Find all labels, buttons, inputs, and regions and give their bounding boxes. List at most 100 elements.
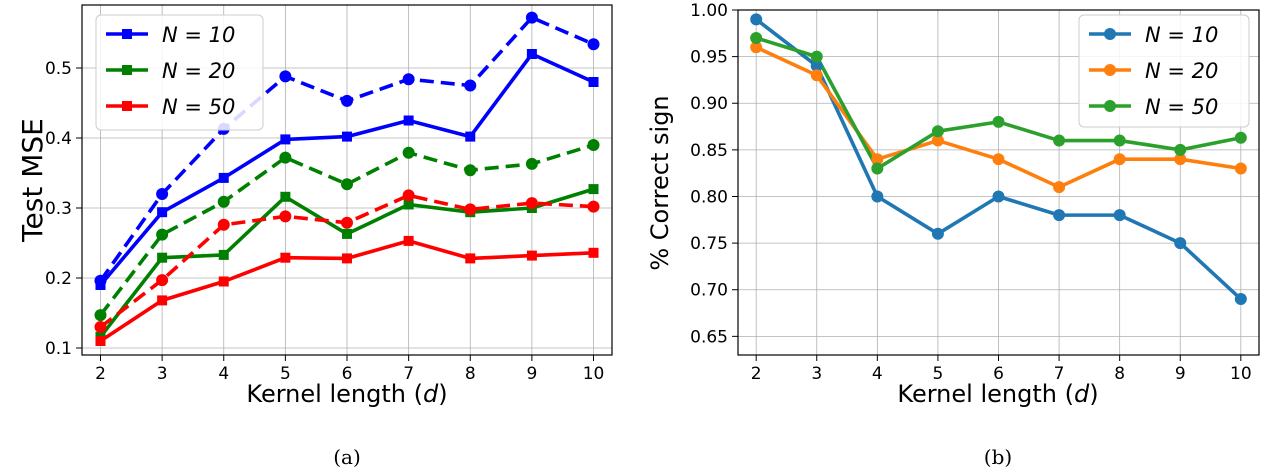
chart-b-point [992,190,1005,203]
chart-a-point [218,276,229,287]
chart-a-point [279,210,292,223]
chart-a-point [526,250,537,261]
chart-b-x-tick-label: 5 [933,364,944,384]
chart-a-caption: (a) [333,445,361,469]
chart-a-point [280,191,291,202]
chart-a-ticks: 2 3 4 5 6 7 8 9 10 0.1 0.2 0.3 0.4 0.5 [45,59,604,384]
chart-a-point [587,38,600,51]
chart-a-x-axis-label: Kernel length (d) [246,380,447,408]
chart-b-y-tick-label: 0.95 [690,48,728,68]
chart-b-point [931,125,944,138]
chart-b-point [1234,293,1247,306]
chart-a-legend: N = 10 N = 20 N = 50 [95,14,264,131]
chart-b-y-tick-label: 1.00 [690,1,728,21]
chart-b-x-tick-label: 2 [751,364,762,384]
chart-b-y-tick-label: 0.75 [690,234,728,254]
chart-b-x-tick-label: 8 [1114,364,1125,384]
chart-b-point [750,31,763,44]
chart-a-x-tick-label: 10 [583,364,605,384]
chart-b-y-tick-label: 0.65 [690,327,728,347]
chart-a-x-tick-label: 7 [403,364,414,384]
chart-a-legend-label: N = 50 [162,95,235,119]
chart-a-point [342,131,352,142]
chart-b-x-tick-label: 9 [1175,364,1186,384]
chart-a-y-axis-label: Test MSE [16,118,49,243]
chart-b-y-axis-label: % Correct sign [646,95,674,270]
chart-a-point [341,178,353,191]
chart-a-legend-marker [122,29,132,39]
chart-a-point [279,70,292,83]
chart-a-x-tick-label: 2 [95,364,106,384]
chart-b-ticks: 2 3 4 5 6 7 8 9 10 0.65 0.70 0.75 0.80 0.85 0.90 0.95 1.… [690,1,1252,384]
chart-a-point [588,77,599,87]
chart-b-x-tick-label: 4 [872,364,883,384]
chart-a-point [465,253,476,264]
chart-b-x-tick-label: 6 [993,364,1004,384]
chart-b-y-tick-label: 0.70 [690,281,728,301]
chart-b-y-tick-label: 0.90 [690,94,728,114]
chart-b-point [1174,143,1187,156]
chart-b-legend-label: N = 50 [1145,95,1218,119]
chart-a-legend-box [95,14,264,131]
chart-a-point [218,249,229,260]
chart-a-legend-label: N = 10 [162,23,235,47]
chart-a-point [588,247,599,258]
chart-a-point [157,252,168,263]
chart-a-point [342,253,352,264]
chart-b-legend: N = 10 N = 20 N = 50 [1078,14,1250,128]
chart-b-markers [750,13,1247,306]
chart-a-x-tick-label: 6 [342,364,353,384]
chart-b-point [1174,237,1187,250]
chart-a-point [341,94,353,107]
chart-a-x-tick-label: 8 [465,364,476,384]
chart-a-point [402,146,415,159]
chart-b-legend-marker [1104,100,1116,112]
chart-b-point [871,162,884,175]
chart-a-x-tick-label: 3 [157,364,168,384]
chart-a-point [280,134,291,145]
chart-b-legend-marker [1104,64,1116,76]
chart-a-point [157,295,168,306]
chart-a-point [464,79,477,92]
chart-a: 2 3 4 5 6 7 8 9 100.10.20.30.40.5 N = 10N = 20N … [16,4,613,469]
chart-a-point [465,131,476,142]
chart-a-point [525,11,538,24]
chart-a-y-tick-label: 0.4 [45,129,72,149]
chart-a-point [156,188,169,200]
chart-a-point [525,197,538,210]
chart-a-point [402,189,415,202]
chart-a-point [403,235,414,246]
chart-b-x-axis-label: Kernel length (d) [897,380,1098,408]
chart-b-legend-label: N = 20 [1145,59,1218,83]
chart-a-point [94,274,107,287]
chart-b-y-tick-label: 0.80 [690,187,728,207]
chart-a-legend-marker [122,65,132,75]
chart-a-point [526,49,537,59]
chart-a-point [156,228,169,241]
chart-b-point [1113,209,1126,222]
chart-b-caption: (b) [984,445,1012,469]
chart-a-x-tick-label: 9 [526,364,537,384]
chart-a-x-tick-label: 5 [280,364,291,384]
chart-a-point [587,139,600,151]
chart-b-legend-marker [1104,28,1116,40]
chart-b-point [1174,153,1187,166]
chart-a-y-tick-label: 0.2 [45,269,72,289]
chart-a-point [94,309,107,322]
chart-b-point [992,115,1005,128]
chart-b-point [1053,134,1066,147]
chart-b-point [810,69,823,82]
chart-b: 2 3 4 5 6 7 8 9 10 0.65 0.70 0.75 0.80 0.85 0.90 0.95 1.… [646,1,1260,469]
chart-b-point [1234,162,1247,175]
chart-a-point [95,336,106,346]
chart-a-point [157,207,168,218]
chart-b-legend-label: N = 10 [1145,23,1218,47]
chart-a-series-line [99,143,595,317]
chart-b-point [931,134,944,147]
chart-b-point [1113,134,1126,147]
chart-a-y-tick-label: 0.5 [45,59,72,79]
chart-b-point [992,153,1005,166]
chart-a-point [341,216,353,229]
chart-a-point [217,195,230,208]
